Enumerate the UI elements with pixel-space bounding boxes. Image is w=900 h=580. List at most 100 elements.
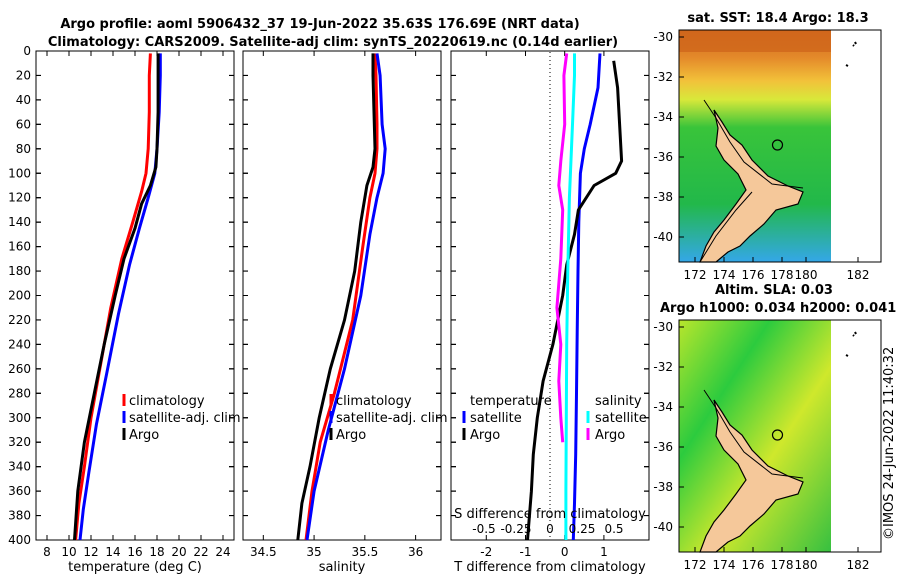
depth-tick-labels: 0 20 40 60 80 100 120 140 160 180 200 220 240 260 280 3…	[8, 44, 31, 547]
salinity-difference-legend: salinity satellite Argo	[586, 394, 647, 443]
y-tick-label: 280	[8, 386, 31, 400]
salinity-xlabel: salinity	[319, 560, 366, 575]
t-difference-tick-labels: -2 -1 0 1	[36, 50, 649, 559]
x-tick-label: 10	[61, 545, 76, 559]
temperature-xlabel: temperature (deg C)	[68, 560, 202, 575]
salinity-legend: climatology satellite-adj. clim Argo	[329, 394, 448, 443]
figure-title-line1: Argo profile: aoml 5906432_37 19-Jun-202…	[60, 17, 579, 32]
sla-new-zealand-land	[699, 399, 804, 553]
y-tick-label: 380	[8, 509, 31, 523]
s-difference-tick-label: -0.25	[500, 522, 531, 536]
s-difference-tick-label: 0.25	[569, 522, 596, 536]
sst-contour	[699, 99, 804, 263]
map-y-tick-label: -32	[653, 70, 673, 84]
map-x-tick-label: 174	[713, 268, 736, 282]
legend-label-climatology: climatology	[336, 394, 412, 409]
y-tick-label: 300	[8, 411, 31, 425]
sla-map-panel: Altim. SLA: 0.03 Argo h1000: 0.034 h2000…	[653, 283, 896, 572]
map-y-tick-label: -40	[653, 230, 673, 244]
y-tick-label: 340	[8, 460, 31, 474]
map-y-tick-label: -32	[653, 360, 673, 374]
map-y-tick-label: -38	[653, 190, 673, 204]
legend-title-temperature: temperature	[470, 394, 552, 409]
salinity-axes-box	[242, 50, 442, 541]
legend-label-argo: Argo	[336, 428, 366, 443]
map-y-tick-label: -40	[653, 520, 673, 534]
sst-map-title: sat. SST: 18.4 Argo: 18.3	[687, 11, 868, 26]
x-tick-label: 12	[83, 545, 98, 559]
sla-no-data-area	[831, 320, 881, 552]
sst-map-ticks: 172 174 176 178 180 182 -30 -32 -34 -36 -38 -40	[653, 30, 869, 282]
map-y-tick-label: -36	[653, 440, 673, 454]
x-tick-label: 36	[408, 545, 423, 559]
map-y-tick-label: -30	[653, 30, 673, 44]
sla-map-title-line1: Altim. SLA: 0.03	[715, 283, 833, 298]
y-tick-label: 200	[8, 289, 31, 303]
map-x-tick-label: 180	[795, 558, 818, 572]
legend-label-t-argo: Argo	[470, 428, 500, 443]
temperature-series	[73, 53, 162, 541]
y-tick-label: 320	[8, 435, 31, 449]
series-line-climatology	[304, 53, 379, 541]
sla-map-ticks: 172 174 176 178 180 182 -30 -32 -34 -36 -38 -40	[653, 320, 869, 572]
map-y-tick-label: -36	[653, 150, 673, 164]
y-tick-label: 160	[8, 240, 31, 254]
y-tick-label: 260	[8, 362, 31, 376]
x-tick-label: 14	[105, 545, 120, 559]
series-line-climatology	[74, 53, 152, 541]
x-tick-label: 22	[193, 545, 208, 559]
legend-label-argo: Argo	[129, 428, 159, 443]
x-tick-label: 1	[600, 545, 608, 559]
series-line-temperature-argo	[526, 60, 624, 541]
legend-title-salinity: salinity	[595, 394, 642, 409]
y-tick-label: 220	[8, 313, 31, 327]
sla-map-frame	[678, 319, 882, 553]
copyright-timestamp: ©IMOS 24-Jun-2022 11:40:32	[882, 347, 897, 540]
temperature-axes-box	[35, 50, 235, 541]
y-tick-label: 180	[8, 264, 31, 278]
x-tick-label: -1	[520, 545, 532, 559]
map-x-tick-label: 176	[742, 558, 765, 572]
salinity-series	[296, 53, 387, 541]
sla-contour	[703, 389, 804, 479]
s-difference-tick-labels: -0.5 -0.25 0 0.25 0.5	[472, 522, 623, 536]
t-difference-xlabel: T difference from climatology	[453, 560, 646, 575]
y-tick-label: 60	[16, 117, 31, 131]
difference-series	[526, 53, 624, 541]
y-tick-label: 40	[16, 93, 31, 107]
sst-map-frame	[678, 29, 882, 263]
map-x-tick-label: 182	[847, 558, 870, 572]
x-tick-label: 35	[306, 545, 321, 559]
series-line-satellite-adj-clim	[305, 53, 387, 541]
map-x-tick-label: 172	[684, 268, 707, 282]
sst-argo-location-marker	[771, 139, 784, 151]
y-tick-label: 120	[8, 191, 31, 205]
series-line-salinity-argo	[555, 53, 569, 443]
y-tick-label: 400	[8, 533, 31, 547]
sst-no-data-area	[831, 30, 881, 262]
map-x-tick-label: 178	[771, 268, 794, 282]
s-difference-tick-label: 0.5	[604, 522, 623, 536]
x-tick-label: -2	[480, 545, 492, 559]
series-line-salinity-satellite	[564, 53, 576, 540]
x-tick-label: 20	[171, 545, 186, 559]
sla-map-title-line2: Argo h1000: 0.034 h2000: 0.041	[660, 301, 896, 316]
map-y-tick-label: -34	[653, 400, 673, 414]
sst-map-panel: sat. SST: 18.4 Argo: 18.3 172 174 176 178 18…	[653, 11, 882, 282]
map-x-tick-label: 180	[795, 268, 818, 282]
map-x-tick-label: 172	[684, 558, 707, 572]
y-tick-label: 80	[16, 142, 31, 156]
y-tick-label: 140	[8, 215, 31, 229]
x-tick-label: 18	[149, 545, 164, 559]
x-tick-label: 16	[127, 545, 142, 559]
y-tick-label: 360	[8, 484, 31, 498]
legend-label-satellite: satellite-adj. clim	[336, 411, 448, 426]
sst-warm-band	[679, 30, 831, 52]
figure-title-line2: Climatology: CARS2009. Satellite-adj cli…	[48, 35, 618, 50]
map-x-tick-label: 178	[771, 558, 794, 572]
y-tick-label: 0	[23, 44, 31, 58]
legend-label-s-satellite: satellite	[595, 411, 647, 426]
y-tick-label: 240	[8, 337, 31, 351]
y-tick-label: 100	[8, 166, 31, 180]
